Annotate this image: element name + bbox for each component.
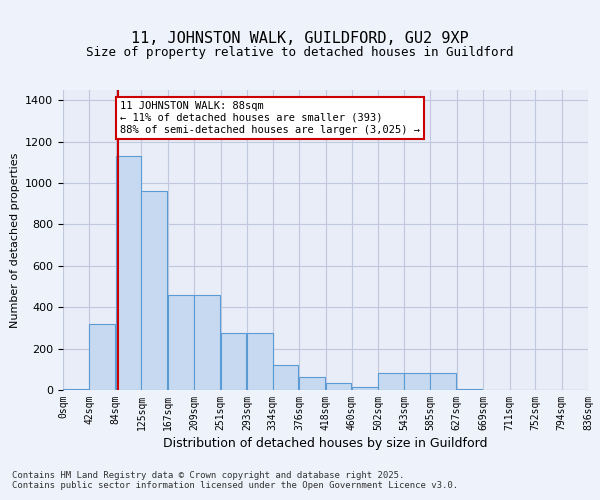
Bar — [247, 333, 273, 390]
Bar — [430, 374, 456, 390]
Bar — [194, 295, 220, 390]
Bar — [168, 295, 194, 390]
Text: Size of property relative to detached houses in Guildford: Size of property relative to detached ho… — [86, 46, 514, 59]
Text: Contains HM Land Registry data © Crown copyright and database right 2025.
Contai: Contains HM Land Registry data © Crown c… — [12, 470, 458, 490]
Bar — [89, 324, 115, 390]
Bar — [404, 374, 430, 390]
Bar — [63, 389, 89, 390]
Bar — [299, 376, 325, 390]
Bar — [325, 383, 351, 390]
Bar — [221, 333, 247, 390]
Bar — [273, 365, 298, 390]
Bar — [142, 192, 167, 390]
Text: 11 JOHNSTON WALK: 88sqm
← 11% of detached houses are smaller (393)
88% of semi-d: 11 JOHNSTON WALK: 88sqm ← 11% of detache… — [120, 102, 420, 134]
Y-axis label: Number of detached properties: Number of detached properties — [10, 152, 20, 328]
Bar — [378, 374, 404, 390]
Bar — [457, 389, 482, 390]
Text: 11, JOHNSTON WALK, GUILDFORD, GU2 9XP: 11, JOHNSTON WALK, GUILDFORD, GU2 9XP — [131, 31, 469, 46]
X-axis label: Distribution of detached houses by size in Guildford: Distribution of detached houses by size … — [163, 437, 488, 450]
Bar — [116, 156, 142, 390]
Bar — [352, 387, 377, 390]
